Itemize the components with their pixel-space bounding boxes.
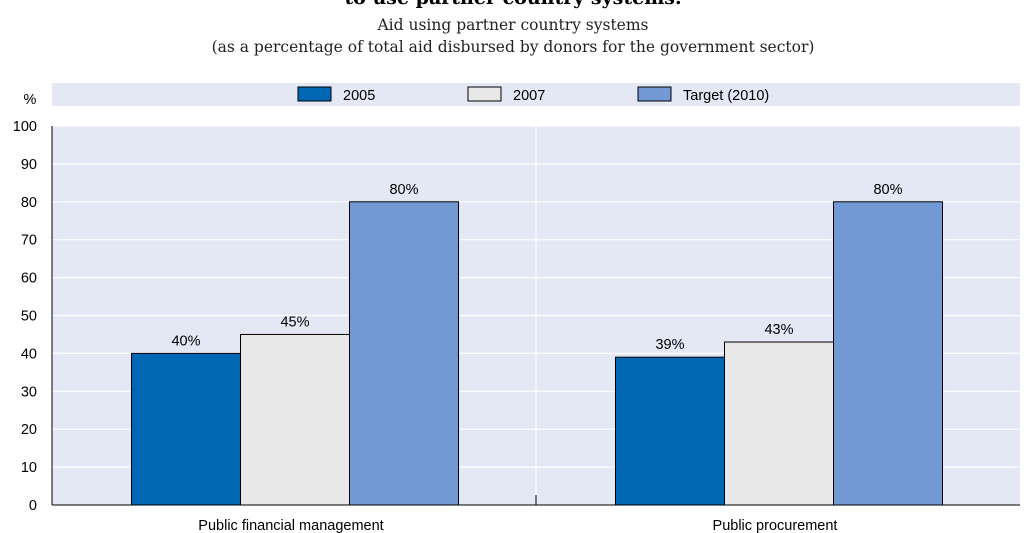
chart-subtitle: Aid using partner country systems xyxy=(377,16,649,34)
y-tick-label: 90 xyxy=(21,157,37,173)
y-tick-label: 50 xyxy=(21,309,37,325)
data-label: 45% xyxy=(280,314,309,330)
legend-swatch xyxy=(467,86,502,102)
bar-2007-2 xyxy=(724,341,834,506)
legend: 2005 2007 Target (2010) xyxy=(297,86,769,104)
y-axis-unit-label: % xyxy=(24,92,37,108)
y-tick-label: 10 xyxy=(21,460,37,476)
y-tick-label: 80 xyxy=(21,195,37,211)
bar-2005-2 xyxy=(615,356,725,506)
y-tick-label: 30 xyxy=(21,384,37,400)
legend-label: 2007 xyxy=(513,88,545,104)
chart-title: to use partner country systems. xyxy=(0,0,1026,9)
y-tick-label: 60 xyxy=(21,271,37,287)
bar-2005-1 xyxy=(131,352,241,506)
x-category-label: Public procurement xyxy=(713,518,838,533)
bar-target-2010-1 xyxy=(349,201,459,506)
y-axis: 0 10 20 30 40 50 60 70 80 90 100 xyxy=(13,119,37,514)
y-tick-label: 20 xyxy=(21,422,37,438)
data-label: 43% xyxy=(764,322,793,338)
data-label: 40% xyxy=(171,333,200,349)
legend-band xyxy=(52,83,1020,106)
data-label: 80% xyxy=(873,182,902,198)
y-tick-label: 70 xyxy=(21,233,37,249)
data-label: 39% xyxy=(655,337,684,353)
legend-label: 2005 xyxy=(343,88,375,104)
legend-swatch xyxy=(297,86,332,102)
chart-subtitle-note: (as a percentage of total aid disbursed … xyxy=(211,38,815,56)
bar-2007-1 xyxy=(240,333,350,506)
bar-target-2010-2 xyxy=(833,201,943,506)
x-category-label: Public financial management xyxy=(198,518,383,533)
y-tick-label: 0 xyxy=(29,498,37,514)
x-axis: Public financial management Public procur… xyxy=(51,126,1020,533)
legend-swatch xyxy=(637,86,672,102)
data-label: 80% xyxy=(389,182,418,198)
y-tick-label: 40 xyxy=(21,346,37,362)
y-tick-label: 100 xyxy=(13,119,37,135)
bars: 40% 45% 80% 39% 43% 80% xyxy=(131,182,943,506)
legend-label: Target (2010) xyxy=(683,88,769,104)
